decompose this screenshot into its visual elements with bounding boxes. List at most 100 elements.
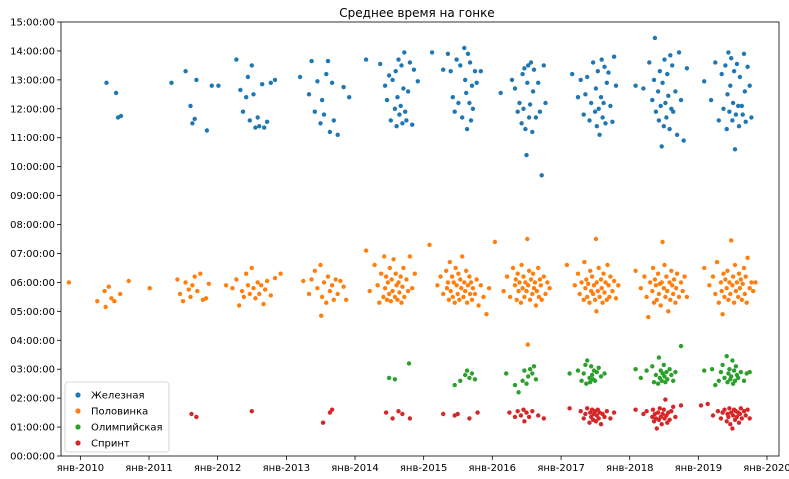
data-point (472, 377, 478, 382)
data-point (655, 271, 661, 276)
data-point (530, 371, 535, 376)
data-point (234, 57, 239, 62)
data-point (464, 126, 470, 132)
data-point (449, 274, 455, 279)
data-point (659, 378, 664, 383)
data-point (396, 57, 401, 62)
data-point (667, 280, 672, 285)
data-point (104, 80, 109, 86)
data-point (583, 286, 588, 291)
y-tick-label: 05:00:00 (10, 307, 55, 318)
data-point (747, 369, 752, 375)
data-point (509, 77, 515, 83)
data-point (604, 80, 609, 86)
data-point (642, 274, 647, 279)
data-point (469, 297, 475, 302)
data-point (519, 262, 524, 268)
data-point (249, 63, 254, 68)
data-point (651, 300, 657, 305)
data-point (606, 70, 611, 75)
data-point (662, 262, 667, 268)
data-point (517, 100, 522, 106)
data-point (467, 60, 473, 65)
data-point (595, 69, 600, 74)
data-point (399, 300, 404, 305)
data-point (383, 274, 389, 279)
data-point (524, 152, 529, 158)
data-point (705, 401, 710, 407)
data-point (389, 277, 394, 282)
data-point (526, 115, 532, 120)
data-point (363, 248, 369, 253)
data-point (742, 89, 747, 94)
data-point (524, 410, 529, 415)
data-point (581, 371, 586, 376)
data-point (726, 297, 731, 302)
data-point (720, 362, 725, 368)
data-point (747, 286, 752, 291)
data-point (396, 280, 401, 285)
data-point (237, 303, 242, 308)
data-point (245, 283, 251, 288)
data-point (650, 288, 655, 294)
data-point (102, 288, 107, 294)
legend-label: Железная (91, 391, 144, 402)
data-point (730, 413, 736, 418)
data-point (575, 368, 581, 373)
data-point (536, 265, 541, 271)
data-point (335, 132, 340, 137)
data-point (745, 64, 750, 70)
data-point (384, 297, 390, 302)
data-point (327, 288, 333, 294)
data-point (724, 286, 729, 291)
data-point (589, 364, 594, 369)
data-point (654, 426, 659, 431)
data-point (747, 416, 752, 421)
data-point (592, 109, 598, 114)
data-point (382, 83, 388, 88)
data-point (260, 82, 265, 87)
data-point (673, 369, 678, 375)
data-point (398, 103, 403, 109)
data-point (723, 277, 728, 282)
data-point (682, 274, 687, 279)
data-point (253, 125, 258, 130)
data-point (724, 354, 729, 359)
data-point (321, 112, 327, 117)
data-point (255, 115, 260, 120)
data-point (737, 74, 743, 80)
data-point (539, 297, 544, 302)
data-point (247, 291, 252, 297)
data-point (731, 69, 737, 74)
data-point (169, 80, 174, 86)
data-point (722, 375, 727, 381)
data-point (644, 294, 649, 300)
data-point (713, 60, 718, 65)
data-point (666, 93, 671, 99)
data-point (751, 288, 756, 294)
data-point (745, 407, 750, 412)
data-point (244, 95, 249, 100)
data-point (338, 278, 343, 284)
data-point (646, 314, 651, 320)
data-point (587, 420, 592, 425)
data-point (734, 61, 740, 67)
data-point (253, 296, 258, 301)
data-point (523, 280, 528, 285)
data-point (714, 259, 720, 265)
data-point (537, 277, 543, 282)
data-point (262, 125, 267, 130)
data-point (710, 413, 716, 418)
data-point (660, 239, 665, 245)
data-point (644, 368, 649, 373)
x-tick-label: янв-2013 (263, 463, 311, 474)
data-point (445, 280, 451, 285)
y-tick-label: 15:00:00 (10, 18, 55, 29)
data-point (736, 294, 741, 300)
data-point (667, 126, 672, 132)
data-point (579, 280, 584, 285)
x-tick-label: янв-2019 (675, 463, 723, 474)
data-point (743, 274, 748, 279)
data-point (593, 419, 599, 424)
data-point (734, 280, 740, 285)
